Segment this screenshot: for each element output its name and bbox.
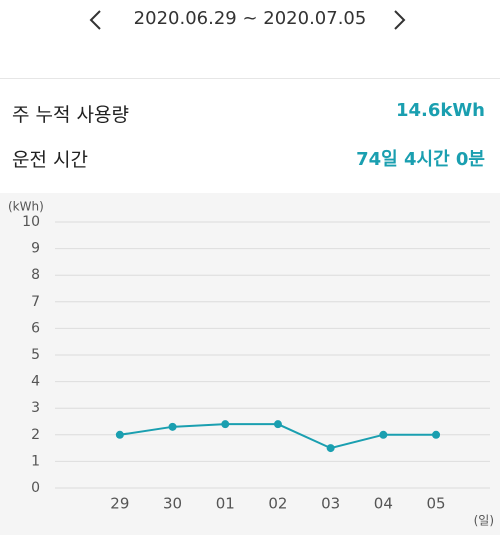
summary-label: 운전 시간 xyxy=(12,149,88,171)
y-tick-label: 7 xyxy=(31,294,40,310)
next-week[interactable] xyxy=(391,9,407,31)
summary-row: 운전 시간 74일 4시간 0분 xyxy=(0,145,500,175)
point xyxy=(221,420,230,429)
point xyxy=(379,430,388,439)
y-axis-label: (kWh) xyxy=(8,200,44,214)
point xyxy=(115,430,124,439)
x-tick-label: 04 xyxy=(374,495,393,513)
summary-row: 주 누적 사용량 14.6kWh xyxy=(0,100,500,130)
y-tick-label: 8 xyxy=(31,267,40,283)
point xyxy=(326,444,335,453)
x-axis-label: (일) xyxy=(474,514,494,528)
y-tick-label: 0 xyxy=(31,480,40,496)
point xyxy=(432,430,441,439)
x-tick-label: 29 xyxy=(110,495,129,513)
y-tick-label: 9 xyxy=(31,241,40,257)
x-tick-label: 03 xyxy=(321,495,340,513)
y-tick-label: 4 xyxy=(31,374,40,390)
y-tick-label: 3 xyxy=(31,400,40,416)
y-tick-label: 2 xyxy=(31,427,40,443)
point xyxy=(273,420,282,429)
y-tick-label: 6 xyxy=(31,320,40,336)
header: 2020.06.29 ~ 2020.07.05 xyxy=(0,0,500,79)
point xyxy=(168,422,177,431)
prev-week[interactable] xyxy=(88,9,104,31)
x-tick-label: 01 xyxy=(216,495,235,513)
x-tick-label: 30 xyxy=(163,495,182,513)
x-tick-label: 02 xyxy=(268,495,287,513)
summary-value: 14.6kWh xyxy=(395,100,485,121)
summary-label: 주 누적 사용량 xyxy=(12,104,129,126)
y-tick-label: 10 xyxy=(22,214,40,230)
y-tick-label: 1 xyxy=(31,453,40,469)
x-tick-label: 05 xyxy=(427,495,446,513)
summary-value: 74일 4시간 0분 xyxy=(356,149,485,170)
y-tick-label: 5 xyxy=(31,347,40,363)
date-range: 2020.06.29 ~ 2020.07.05 xyxy=(133,8,367,29)
